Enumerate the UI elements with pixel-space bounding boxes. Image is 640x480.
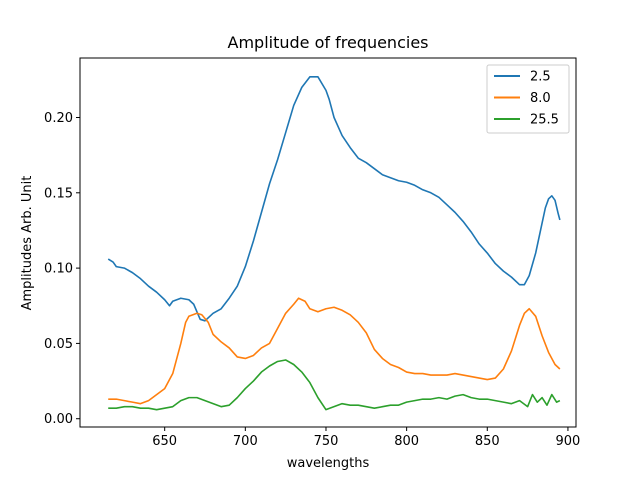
series-lines — [107, 76, 561, 411]
legend-frame — [486, 64, 570, 134]
x-tick-label: 800 — [394, 434, 419, 449]
legend-label: 2.5 — [530, 70, 551, 85]
series-line-2-5 — [107, 76, 561, 322]
x-tick-label: 850 — [475, 434, 500, 449]
x-tick-label: 650 — [152, 434, 177, 449]
x-tick-label: 900 — [556, 434, 581, 449]
series-line-25-5 — [108, 359, 561, 411]
y-tick-label: 0.05 — [44, 337, 73, 352]
y-tick-label: 0.15 — [44, 186, 73, 201]
y-axis-label: Amplitudes Arb. Unit — [20, 176, 35, 311]
y-tick-label: 0.10 — [44, 262, 73, 277]
x-tick-label: 750 — [314, 434, 339, 449]
x-tick-label: 700 — [233, 434, 258, 449]
y-axis: 0.00 0.05 0.10 0.15 0.20 — [44, 111, 80, 427]
legend: 2.5 8.0 25.5 — [486, 64, 570, 134]
plot-area — [79, 57, 577, 428]
chart-title: Amplitude of frequencies — [228, 33, 429, 52]
x-axis: 650 700 750 800 850 900 — [152, 427, 580, 449]
y-tick-label: 0.20 — [44, 111, 73, 126]
series-line-8-0 — [108, 297, 561, 405]
plot-frame — [79, 57, 577, 428]
y-tick-label: 0.00 — [44, 412, 73, 427]
legend-label: 25.5 — [530, 113, 559, 128]
x-axis-label: wavelengths — [287, 456, 370, 471]
legend-label: 8.0 — [530, 91, 551, 106]
